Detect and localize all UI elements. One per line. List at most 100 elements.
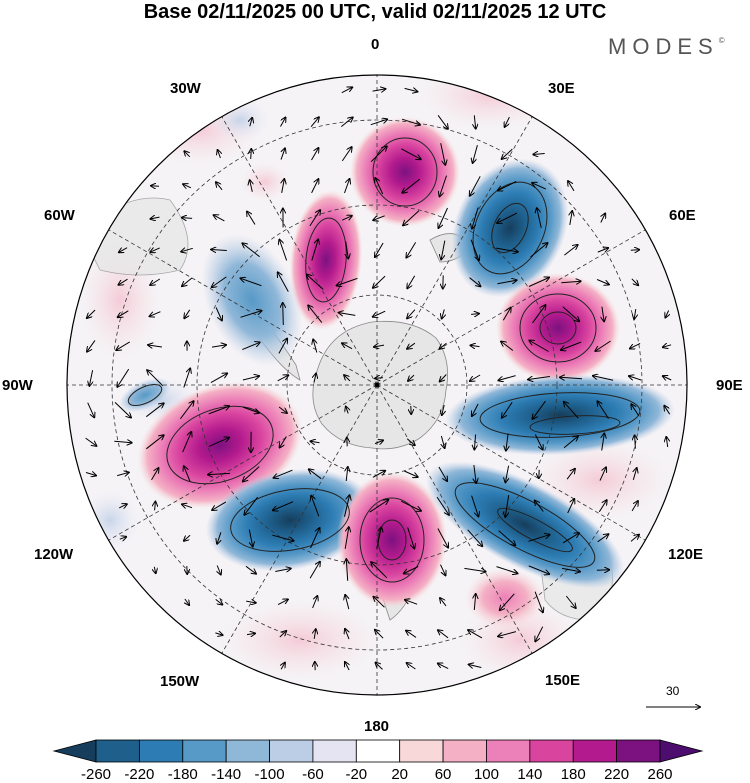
wind-vector <box>215 307 222 321</box>
colorbar-swatch <box>312 739 357 763</box>
lon-label-30e: 30E <box>548 80 575 97</box>
colorbar-tick-label: -140 <box>211 766 242 783</box>
wind-vector <box>211 345 226 347</box>
brand-name: MODES <box>608 34 719 59</box>
wind-vector <box>246 601 256 603</box>
wind-vector <box>441 435 444 448</box>
wind-vector <box>537 208 542 228</box>
wind-vector <box>218 150 221 159</box>
wind-vector <box>314 374 316 383</box>
wind-vector <box>403 210 420 226</box>
wind-vector <box>502 401 513 418</box>
wind-vector <box>567 499 575 514</box>
wind-vector <box>342 343 353 350</box>
colorbar-tick-label: 180 <box>560 766 586 783</box>
wind-vector <box>472 403 479 416</box>
wind-vector <box>498 375 516 381</box>
wind-vector <box>374 345 385 347</box>
wind-vector <box>374 440 383 443</box>
wind-vector <box>309 469 322 480</box>
wind-vector <box>631 501 638 512</box>
wind-vector <box>280 118 286 127</box>
wind-vector <box>602 434 605 451</box>
wind-vector <box>502 148 513 159</box>
wind-vector <box>436 496 449 515</box>
colorbar-swatch <box>182 739 227 763</box>
wind-vector <box>570 211 572 225</box>
wind-vector <box>346 559 347 581</box>
wind-vector <box>314 629 316 639</box>
wind-vector <box>595 340 611 351</box>
wind-vector <box>212 501 227 510</box>
wind-vector <box>116 341 130 350</box>
wind-vector <box>85 437 97 446</box>
wind-vector <box>345 629 349 640</box>
lon-label-180: 180 <box>364 718 390 735</box>
wind-vector <box>407 663 416 670</box>
wind-vector <box>344 179 350 194</box>
wind-vector <box>214 215 225 222</box>
lon-label-150w: 150W <box>160 673 200 690</box>
wind-vector <box>471 345 480 346</box>
wind-vector <box>337 277 358 285</box>
wind-vector <box>442 309 445 319</box>
anomaly-neg-90e-band <box>445 374 675 456</box>
wind-vector <box>185 598 189 605</box>
wind-vector <box>404 88 418 91</box>
wind-vector <box>373 275 386 288</box>
wind-vector <box>663 345 672 347</box>
wind-vector <box>630 250 639 251</box>
wind-vector <box>311 240 318 261</box>
wind-vector <box>87 309 96 318</box>
lon-label-150e: 150E <box>545 672 581 689</box>
wind-vector <box>210 373 227 384</box>
wind-vector <box>145 435 163 450</box>
wind-vector <box>439 207 448 228</box>
wind-vector <box>562 568 580 571</box>
colorbar-tick-label: 60 <box>434 766 452 783</box>
colorbar-swatch <box>225 739 270 763</box>
colorbar-tick-label: -20 <box>345 766 368 783</box>
wind-vector <box>663 376 672 380</box>
wind-vector <box>535 626 544 642</box>
wind-vector <box>534 434 542 450</box>
lon-label-60e: 60E <box>669 207 696 224</box>
wind-vector <box>442 404 444 415</box>
wind-vector <box>119 278 128 285</box>
wind-vector <box>376 663 383 670</box>
wind-vector <box>375 378 383 379</box>
wind-vector <box>634 309 636 319</box>
lon-label-30w: 30W <box>170 80 201 97</box>
lon-label-120w: 120W <box>34 546 74 563</box>
colorbar-tick-label: -60 <box>302 766 324 783</box>
wind-vector <box>273 501 294 511</box>
wind-vector <box>311 148 319 161</box>
wind-vector <box>208 473 231 474</box>
wind-vector <box>277 599 288 606</box>
wind-vector <box>438 630 449 639</box>
lon-label-0: 0 <box>371 36 380 53</box>
wind-vector <box>535 501 544 512</box>
wind-vector <box>474 465 476 483</box>
wind-vector <box>119 537 126 539</box>
wind-vector <box>279 631 286 638</box>
lon-label-60w: 60W <box>44 207 75 224</box>
colorbar-tick-label: -100 <box>254 766 285 783</box>
wind-vector <box>339 313 356 316</box>
wind-vector <box>341 87 352 94</box>
colorbar-tick-label: 20 <box>391 766 409 783</box>
wind-vector <box>474 434 475 450</box>
colorbar-swatch <box>95 739 140 763</box>
colorbar-tick-label: -220 <box>124 766 155 783</box>
wind-vector <box>533 400 546 419</box>
wind-vector <box>633 468 636 481</box>
wind-vector <box>497 212 518 223</box>
wind-vector <box>472 207 479 229</box>
wind-vector <box>344 495 350 517</box>
wind-vector <box>470 374 481 381</box>
wind-vector <box>665 310 668 318</box>
wind-vector <box>562 306 579 322</box>
wind-vector <box>629 376 642 381</box>
wind-vector <box>473 144 478 163</box>
